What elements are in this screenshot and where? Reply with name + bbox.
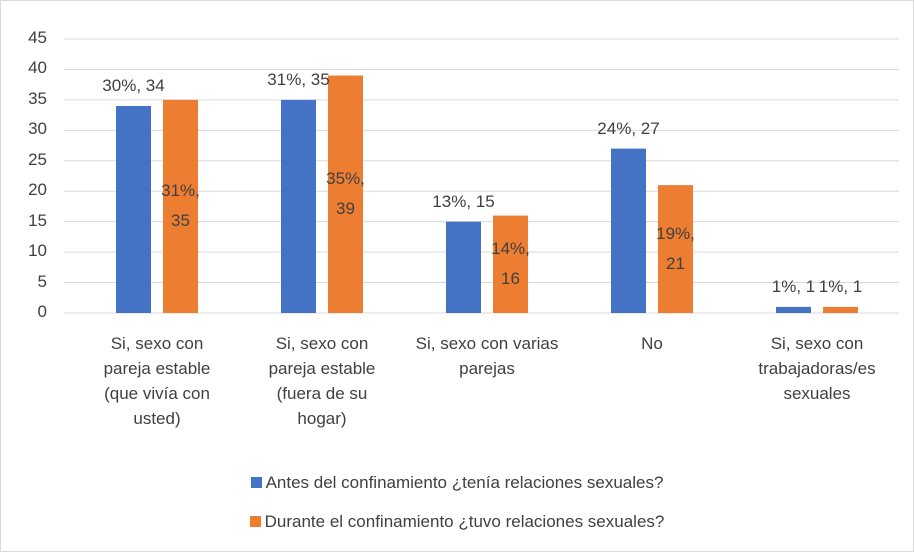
legend-label: Durante el confinamiento ¿tuvo relacione… [264,512,665,531]
bar [281,99,316,313]
data-label: 14%, 16 [491,239,530,289]
y-tick-label: 10 [28,241,47,261]
data-label: 35%, 39 [326,169,365,219]
y-tick-label: 0 [37,302,47,321]
bar [163,99,198,313]
y-tick-label: 45 [28,28,47,47]
data-label: 24%, 27 [597,118,660,138]
bar [446,221,481,313]
data-label: 1%, 1 [818,276,863,296]
x-tick-label: Si, sexo con varias parejas [415,334,559,378]
y-tick-label: 35 [28,88,47,108]
bar [776,306,811,313]
bar [611,148,646,313]
x-tick-label: Si, sexo con pareja estable (que vivía c… [103,334,211,428]
data-label: 30%, 34 [102,75,165,95]
bar [658,185,693,313]
data-label: 19%, 21 [656,224,695,274]
x-tick-label: Si, sexo con trabajadoras/es sexuales [758,334,876,403]
y-tick-label: 30 [28,119,47,139]
x-tick-label: No [641,334,663,353]
x-tick-label: Si, sexo con pareja estable (fuera de su… [268,334,376,428]
bar [823,306,858,313]
y-tick-label: 5 [37,271,47,291]
legend-swatch [249,516,261,527]
data-label: 31%, 35 [267,69,330,89]
legend-item: Durante el confinamiento ¿tuvo relacione… [1,512,913,532]
y-tick-label: 15 [28,210,47,230]
bar [116,105,151,313]
data-label: 1%, 1 [771,276,816,296]
legend-swatch [250,477,262,488]
data-label: 13%, 15 [432,191,495,211]
y-tick-label: 20 [28,180,47,200]
legend-item: Antes del confinamiento ¿tenía relacione… [1,473,913,493]
bar [493,215,528,313]
legend-label: Antes del confinamiento ¿tenía relacione… [265,473,664,492]
bar [328,75,363,314]
data-label: 31%, 35 [161,181,200,231]
y-tick-label: 25 [28,149,47,169]
y-tick-label: 40 [28,58,47,78]
